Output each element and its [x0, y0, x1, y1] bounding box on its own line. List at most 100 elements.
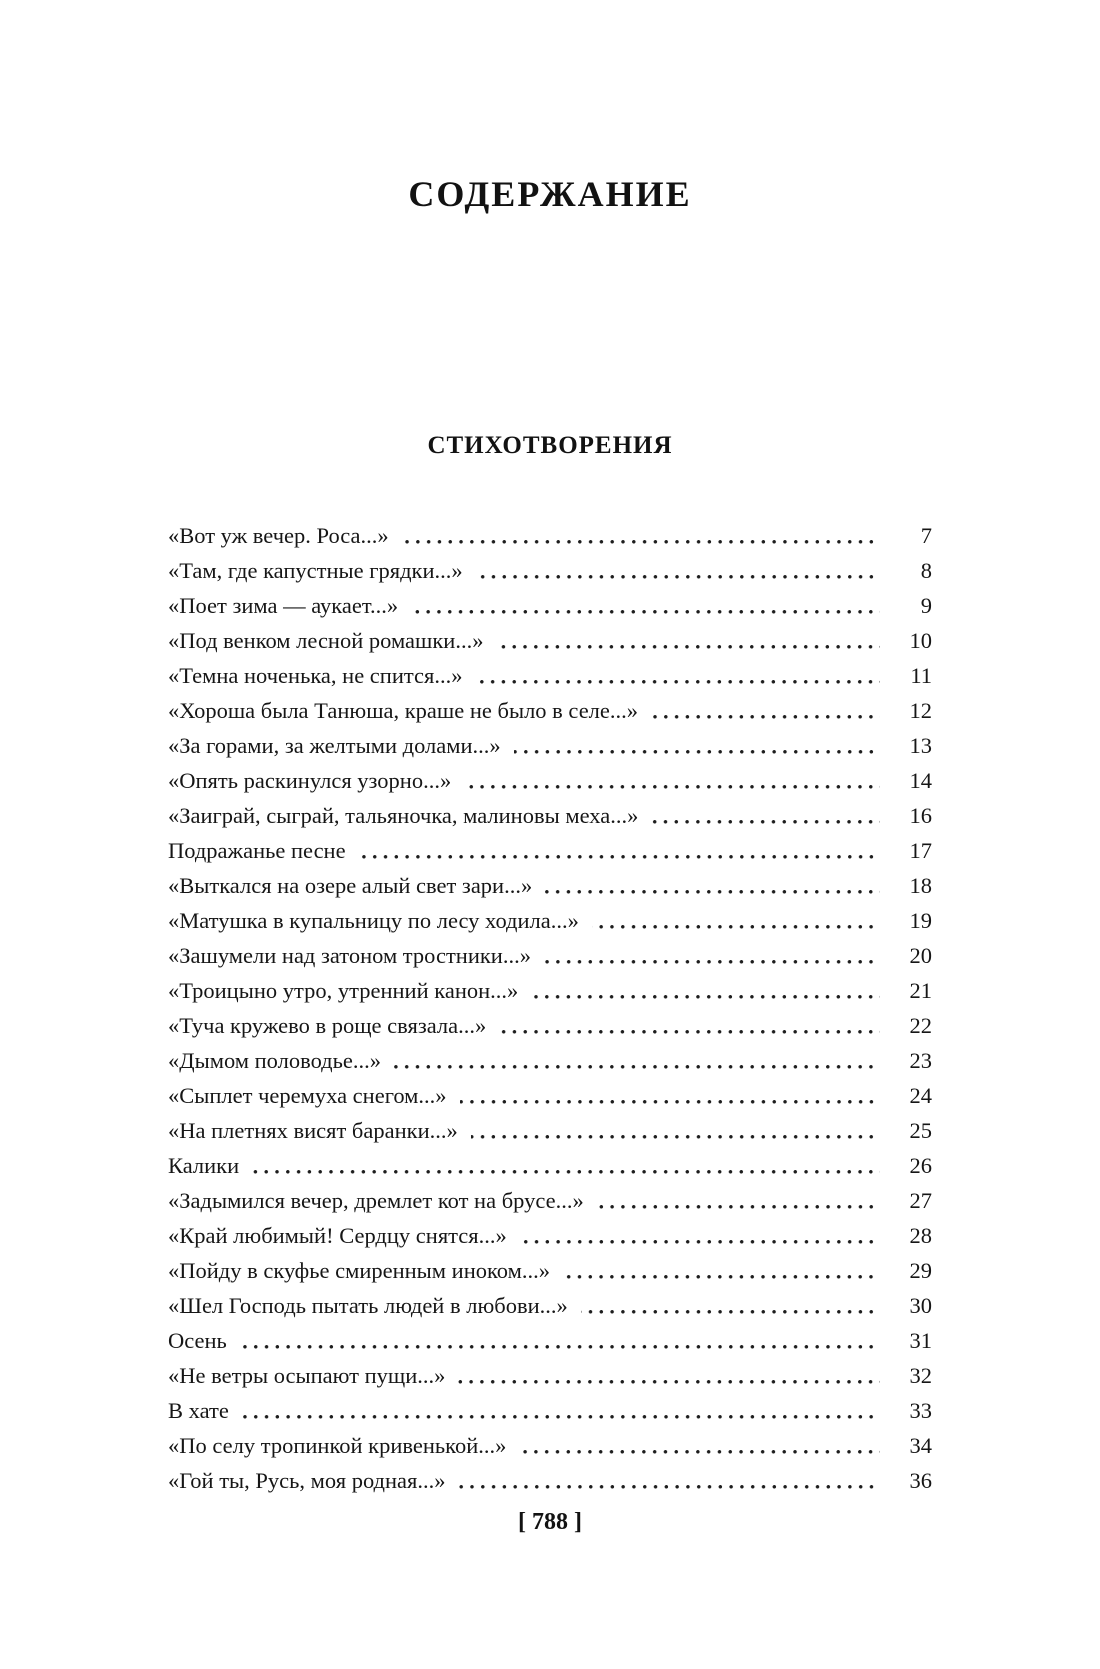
toc-entry: «За горами, за желтыми долами...» 13 — [168, 724, 932, 759]
toc-entry-title: «Опять раскинулся узорно...» — [168, 768, 452, 793]
toc-entry: Осень 31 — [168, 1319, 932, 1354]
page-number: [ 788 ] — [518, 1509, 582, 1535]
toc-entry-page: 9 — [920, 593, 932, 618]
toc-entry-title: Осень — [168, 1328, 227, 1353]
toc-entry-page: 11 — [910, 663, 932, 688]
toc-entry-page: 18 — [909, 873, 933, 898]
toc-entry: «Не ветры осыпают пущи...» 32 — [168, 1354, 932, 1389]
dot-leader — [394, 1065, 880, 1069]
toc-entry-page: 21 — [909, 978, 933, 1003]
dot-leader — [470, 1135, 880, 1139]
toc-entry-page: 29 — [909, 1258, 933, 1283]
toc-entry: «Хороша была Танюша, краше не было в сел… — [168, 689, 932, 724]
toc-entry-page: 28 — [909, 1223, 933, 1248]
toc-entry-title: «На плетнях висят баранки...» — [168, 1118, 458, 1143]
toc-entry-title: «Поет зима — аукает...» — [168, 593, 399, 618]
toc-entry-title: «Под венком лесной ромашки...» — [168, 628, 484, 653]
toc-entry-title: «Задымился вечер, дремлет кот на брусе..… — [168, 1188, 584, 1213]
toc-entry-title: «Зашумели над затоном тростники...» — [168, 943, 531, 968]
toc-entry: Калики 26 — [168, 1144, 932, 1179]
toc-entry-page: 12 — [909, 698, 933, 723]
toc-entry-page: 26 — [909, 1153, 933, 1178]
toc-entry-page: 22 — [909, 1013, 933, 1038]
toc-entry: «Дымом половодье...» 23 — [168, 1039, 932, 1074]
toc-entry-title: «Заиграй, сыграй, тальяночка, малиновы м… — [168, 803, 639, 828]
dot-leader — [543, 960, 880, 964]
toc-entry-page: 27 — [909, 1188, 933, 1213]
toc-entry-page: 17 — [909, 838, 933, 863]
toc-entry-title: «По селу тропинкой кривенькой...» — [168, 1433, 507, 1458]
toc-entry-title: «Выткался на озере алый свет зари...» — [168, 873, 533, 898]
dot-leader — [241, 1415, 880, 1419]
dot-leader — [651, 820, 880, 824]
toc-entry: «Троицыно утро, утренний канон...» 21 — [168, 969, 932, 1004]
dot-leader — [499, 1030, 880, 1034]
toc-entry: «Под венком лесной ромашки...» 10 — [168, 619, 932, 654]
dot-leader — [562, 1275, 880, 1279]
toc-entry-page: 24 — [909, 1083, 933, 1108]
toc-entry-page: 33 — [909, 1398, 933, 1423]
toc-entry-page: 20 — [909, 943, 933, 968]
toc-entry: В хате 33 — [168, 1389, 932, 1424]
toc-entry-page: 23 — [909, 1048, 933, 1073]
toc-entry: «Там, где капустные грядки...» 8 — [168, 549, 932, 584]
toc-entry-title: Подражанье песне — [168, 838, 346, 863]
page-title: СОДЕРЖАНИЕ — [408, 174, 692, 214]
toc-list: «Вот уж вечер. Роса...» 7 «Там, где капу… — [168, 514, 932, 1494]
toc-entry-page: 34 — [909, 1433, 933, 1458]
toc-entry: «Темна ноченька, не спится...» 11 — [168, 654, 932, 689]
toc-entry-page: 13 — [909, 733, 933, 758]
toc-entry-page: 31 — [909, 1328, 933, 1353]
dot-leader — [596, 1205, 880, 1209]
dot-leader — [458, 1485, 880, 1489]
toc-entry-title: «Гой ты, Русь, моя родная...» — [168, 1468, 446, 1493]
toc-entry: «Задымился вечер, дремлет кот на брусе..… — [168, 1179, 932, 1214]
toc-entry: «Заиграй, сыграй, тальяночка, малиновы м… — [168, 794, 932, 829]
toc-entry-title: «Вот уж вечер. Роса...» — [168, 523, 389, 548]
toc-entry-title: «Троицыно утро, утренний канон...» — [168, 978, 519, 1003]
toc-entry-title: «Не ветры осыпают пущи...» — [168, 1363, 446, 1388]
toc-entry: «Выткался на озере алый свет зари...» 18 — [168, 864, 932, 899]
toc-entry: «Гой ты, Русь, моя родная...» 36 — [168, 1459, 932, 1494]
toc-entry-page: 14 — [909, 768, 933, 793]
toc-entry-title: «Хороша была Танюша, краше не было в сел… — [168, 698, 639, 723]
toc-entry: «Поет зима — аукает...» 9 — [168, 584, 932, 619]
dot-leader — [519, 1240, 880, 1244]
toc-entry-title: «Туча кружево в роще связала...» — [168, 1013, 487, 1038]
toc-entry-page: 10 — [909, 628, 933, 653]
dot-leader — [531, 995, 880, 999]
toc-entry-page: 36 — [909, 1468, 933, 1493]
toc-entry: «Пойду в скуфье смиренным иноком...» 29 — [168, 1249, 932, 1284]
dot-leader — [651, 715, 880, 719]
toc-entry: «Край любимый! Сердцу снятся...» 28 — [168, 1214, 932, 1249]
dot-leader — [358, 855, 880, 859]
toc-entry-title: В хате — [168, 1398, 229, 1423]
dot-leader — [519, 1450, 880, 1454]
toc-entry-title: «Сыплет черемуха снегом...» — [168, 1083, 447, 1108]
toc-entry: «Шел Господь пытать людей в любови...» 3… — [168, 1284, 932, 1319]
toc-entry-title: «Там, где капустные грядки...» — [168, 558, 463, 583]
dot-leader — [458, 1380, 880, 1384]
toc-entry-page: 32 — [909, 1363, 933, 1388]
dot-leader — [580, 1310, 880, 1314]
toc-entry-title: «За горами, за желтыми долами...» — [168, 733, 501, 758]
toc-entry: «На плетнях висят баранки...» 25 — [168, 1109, 932, 1144]
section-heading: СТИХОТВОРЕНИЯ — [427, 432, 673, 459]
dot-leader — [545, 890, 880, 894]
toc-entry-page: 8 — [920, 558, 932, 583]
toc-entry-title: «Шел Господь пытать людей в любови...» — [168, 1293, 568, 1318]
toc-entry-title: «Край любимый! Сердцу снятся...» — [168, 1223, 507, 1248]
toc-entry-title: «Матушка в купальницу по лесу ходила...» — [168, 908, 579, 933]
dot-leader — [591, 925, 880, 929]
toc-entry-title: Калики — [168, 1153, 240, 1178]
toc-entry-page: 19 — [909, 908, 933, 933]
toc-entry: «Опять раскинулся узорно...» 14 — [168, 759, 932, 794]
toc-entry-page: 16 — [909, 803, 933, 828]
dot-leader — [496, 645, 880, 649]
toc-entry-page: 30 — [909, 1293, 933, 1318]
toc-entry: «Матушка в купальницу по лесу ходила...»… — [168, 899, 932, 934]
dot-leader — [475, 680, 880, 684]
dot-leader — [459, 1100, 880, 1104]
toc-entry-title: «Темна ноченька, не спится...» — [168, 663, 463, 688]
